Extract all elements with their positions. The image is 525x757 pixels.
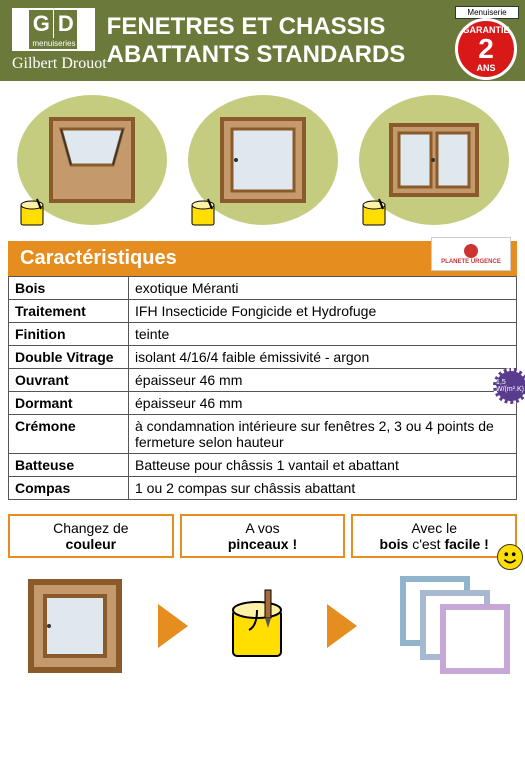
table-row: Boisexotique Méranti xyxy=(9,277,517,300)
product-2 xyxy=(188,95,338,225)
callout-line1: Changez de xyxy=(53,520,129,536)
callout-pinceaux: A vos pinceaux ! xyxy=(180,514,346,558)
section-title: Caractéristiques xyxy=(20,247,177,269)
brand-name: Gilbert Drouot xyxy=(12,55,107,73)
product-row xyxy=(0,81,525,233)
arrow-icon xyxy=(158,604,188,648)
product-1 xyxy=(17,95,167,225)
spec-label: Batteuse xyxy=(9,454,129,477)
spec-value: 1 ou 2 compas sur châssis abattant xyxy=(129,477,517,500)
spec-table: Boisexotique Méranti TraitementIFH Insec… xyxy=(8,276,517,500)
paint-can-icon xyxy=(359,195,389,229)
bottom-callouts: Changez de couleur A vos pinceaux ! Avec… xyxy=(8,514,517,558)
callout-line1: Avec le xyxy=(411,520,457,536)
table-row: Ouvrantépaisseur 46 mm xyxy=(9,369,517,392)
warranty-badge: Menuiserie GARANTIE 2 ANS xyxy=(455,6,519,80)
planete-urgence-badge: PLANETE URGENCE xyxy=(431,237,511,271)
callout-facile: facile ! xyxy=(444,536,488,552)
logo-subtitle: menuiseries xyxy=(29,38,77,49)
table-row: Crémoneà condamnation intérieure sur fen… xyxy=(9,415,517,454)
logo-box: G D menuiseries xyxy=(12,8,95,51)
badge-ans: ANS xyxy=(476,63,495,73)
spec-label: Dormant xyxy=(9,392,129,415)
logo-area: G D menuiseries Gilbert Drouot xyxy=(12,8,107,73)
spec-value: épaisseur 46 mm xyxy=(129,392,517,415)
badge-circle: GARANTIE 2 ANS xyxy=(455,18,517,80)
window-single-icon xyxy=(218,115,308,205)
spec-label: Crémone xyxy=(9,415,129,454)
thermal-stamp: 1,5 W/(m².K) xyxy=(493,368,525,404)
window-sample-icon xyxy=(25,576,125,676)
table-row: Compas1 ou 2 compas sur châssis abattant xyxy=(9,477,517,500)
spec-value: exotique Méranti xyxy=(129,277,517,300)
callout-line2: couleur xyxy=(66,536,117,552)
spec-value: Batteuse pour châssis 1 vantail et abatt… xyxy=(129,454,517,477)
paint-can-icon xyxy=(17,195,47,229)
callout-bois-word: bois xyxy=(380,536,409,552)
table-row: Double Vitrageisolant 4/16/4 faible émis… xyxy=(9,346,517,369)
table-row: Dormantépaisseur 46 mm xyxy=(9,392,517,415)
callout-couleur: Changez de couleur xyxy=(8,514,174,558)
bottom-process xyxy=(8,576,517,676)
spec-value: épaisseur 46 mm xyxy=(129,369,517,392)
spec-label: Compas xyxy=(9,477,129,500)
paint-can-icon xyxy=(188,195,218,229)
window-double-icon xyxy=(389,115,479,205)
page-title: FENETRES ET CHASSIS ABATTANTS STANDARDS xyxy=(107,13,513,68)
logo-g: G xyxy=(29,10,53,38)
smiley-icon xyxy=(497,544,523,570)
arrow-icon xyxy=(327,604,357,648)
spec-value: teinte xyxy=(129,323,517,346)
gd-logo: G D xyxy=(29,10,77,38)
color-frames xyxy=(390,576,500,676)
table-row: TraitementIFH Insecticide Fongicide et H… xyxy=(9,300,517,323)
logo-d: D xyxy=(53,10,77,38)
spec-value: isolant 4/16/4 faible émissivité - argon xyxy=(129,346,517,369)
callout-bois: Avec le bois c'est facile ! xyxy=(351,514,517,558)
callout-line2: pinceaux ! xyxy=(228,536,297,552)
header: G D menuiseries Gilbert Drouot FENETRES … xyxy=(0,0,525,81)
section-caracteristiques: Caractéristiques PLANETE URGENCE xyxy=(8,241,517,276)
spec-label: Ouvrant xyxy=(9,369,129,392)
window-tilt-icon xyxy=(47,115,137,205)
paint-can-large-icon xyxy=(221,586,293,666)
callout-line1: A vos xyxy=(245,520,279,536)
spec-label: Traitement xyxy=(9,300,129,323)
frame-purple xyxy=(440,604,510,674)
table-row: BatteuseBatteuse pour châssis 1 vantail … xyxy=(9,454,517,477)
spec-value: à condamnation intérieure sur fenêtres 2… xyxy=(129,415,517,454)
callout-middle: c'est xyxy=(408,536,444,552)
spec-value: IFH Insecticide Fongicide et Hydrofuge xyxy=(129,300,517,323)
spec-label: Double Vitrage xyxy=(9,346,129,369)
product-3 xyxy=(359,95,509,225)
badge-years: 2 xyxy=(478,35,494,63)
table-row: Finitionteinte xyxy=(9,323,517,346)
planete-icon xyxy=(464,244,478,258)
spec-label: Bois xyxy=(9,277,129,300)
planete-text: PLANETE URGENCE xyxy=(441,259,501,265)
spec-label: Finition xyxy=(9,323,129,346)
